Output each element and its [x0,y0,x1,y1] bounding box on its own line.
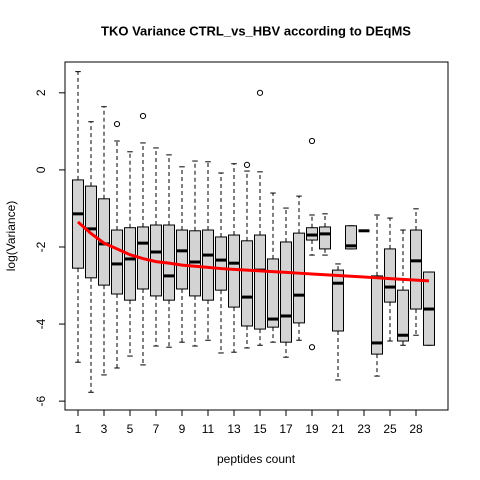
outlier [256,89,264,96]
x-tick-label: 19 [305,422,319,436]
x-tick-label: 23 [357,422,371,436]
box [345,225,357,250]
x-tick-label: 21 [331,422,345,436]
box [241,240,253,327]
outlier [308,137,316,145]
box [215,236,227,291]
x-tick-label: 28 [409,422,423,436]
box [332,269,344,332]
trend-line [77,220,430,283]
outlier [308,344,316,351]
box [319,226,331,250]
x-tick-label: 15 [253,422,267,436]
box [267,258,279,328]
y-tick-label: 0 [34,166,48,173]
box [397,289,409,342]
x-tick-label: 11 [202,422,215,436]
y-tick-label: -2 [34,241,48,252]
box [293,232,305,324]
box [371,275,383,355]
x-tick-label: 17 [279,422,293,436]
x-tick-label: 13 [227,422,241,436]
x-tick-label: 25 [383,422,397,436]
x-axis-label: peptides count [217,452,296,466]
box [202,229,214,301]
chart-title: TKO Variance CTRL_vs_HBV according to DE… [101,23,411,38]
x-tick-label: 3 [101,422,108,436]
x-tick-label: 5 [127,422,134,436]
box [410,229,422,310]
box [72,179,84,269]
x-tick-label: 9 [179,422,186,436]
box [254,234,266,330]
box [228,234,240,308]
x-tick-label: 1 [75,422,82,436]
outlier [113,120,121,128]
box [384,248,396,303]
outlier [243,161,251,168]
y-tick-label: 2 [34,89,48,96]
box [176,229,188,290]
box [124,227,136,301]
y-tick-label: -4 [34,318,48,329]
outlier [139,112,147,120]
plot-frame [64,61,449,411]
y-tick-label: -6 [34,395,48,406]
x-tick-label: 7 [153,422,160,436]
box [111,229,123,295]
box [280,241,292,343]
y-axis-label: log(Variance) [4,201,18,271]
